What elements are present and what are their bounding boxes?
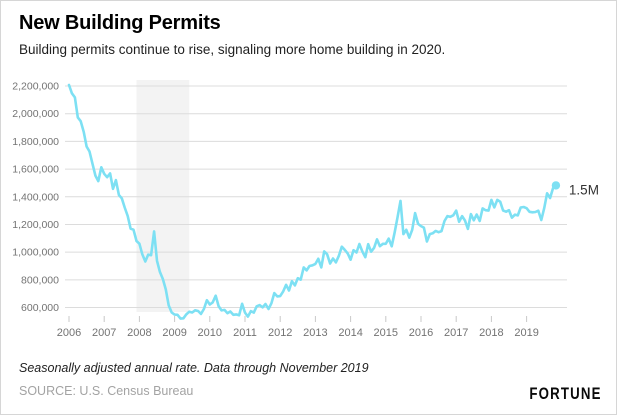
- x-tick-label: 2015: [374, 327, 398, 339]
- x-tick-label: 2012: [268, 327, 292, 339]
- y-tick-label: 800,000: [21, 274, 59, 286]
- x-tick-label: 2017: [444, 327, 468, 339]
- recession-band: [136, 80, 190, 312]
- y-tick-label: 1,000,000: [12, 247, 59, 259]
- x-tick-label: 2014: [338, 327, 362, 339]
- y-tick-label: 1,400,000: [12, 191, 59, 203]
- x-tick-label: 2008: [127, 327, 151, 339]
- x-tick-label: 2009: [162, 327, 186, 339]
- y-tick-label: 1,600,000: [12, 164, 59, 176]
- y-tick-label: 600,000: [21, 302, 59, 314]
- chart-source: SOURCE: U.S. Census Bureau: [19, 384, 194, 398]
- fortune-logo: FORTUNE: [529, 384, 602, 403]
- y-tick-label: 2,000,000: [12, 108, 59, 120]
- x-tick-label: 2016: [409, 327, 433, 339]
- x-tick-label: 2019: [514, 327, 538, 339]
- y-tick-label: 1,800,000: [12, 136, 59, 148]
- x-tick-label: 2011: [233, 327, 257, 339]
- chart-footnote: Seasonally adjusted annual rate. Data th…: [19, 361, 369, 375]
- chart-title: New Building Permits: [19, 12, 221, 34]
- permits-line-chart: 600,000 800,000 1,000,000 1,200,000 1,400,00…: [12, 80, 599, 339]
- permits-line: [67, 83, 558, 320]
- y-tick-label: 2,200,000: [12, 81, 59, 93]
- x-tick-label: 2006: [57, 327, 81, 339]
- x-tick-label: 2018: [479, 327, 503, 339]
- chart-subtitle: Building permits continue to rise, signa…: [19, 42, 446, 57]
- x-tick-label: 2010: [198, 327, 222, 339]
- y-tick-label: 1,200,000: [12, 219, 59, 231]
- x-tick-label: 2007: [92, 327, 116, 339]
- x-tick-label: 2013: [303, 327, 327, 339]
- end-value-label: 1.5M: [569, 182, 599, 197]
- end-dot: [551, 181, 561, 190]
